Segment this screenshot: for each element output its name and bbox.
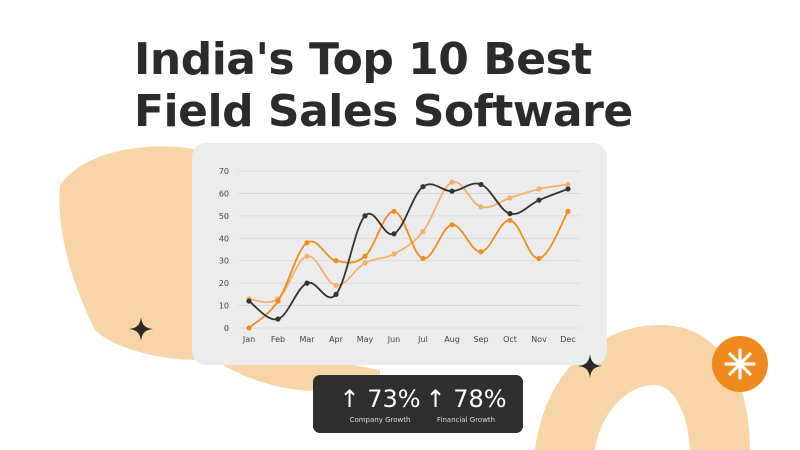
data-point — [304, 253, 310, 259]
up-arrow-icon: ↑ — [425, 385, 446, 413]
financial-growth-stat: ↑ 78% Financial Growth — [421, 385, 511, 425]
data-point — [449, 222, 455, 228]
data-point — [391, 208, 397, 214]
asterisk-badge — [712, 336, 768, 392]
data-point — [246, 325, 252, 331]
data-point — [478, 204, 484, 210]
x-tick-label: Sep — [473, 335, 488, 344]
stats-box: ↑ 73% Company Growth ↑ 78% Financial Gro… — [313, 375, 523, 433]
data-point — [536, 186, 542, 192]
background-loop-shape — [59, 146, 201, 360]
title-line-1: India's Top 10 Best — [134, 34, 592, 85]
x-tick-label: Aug — [444, 335, 460, 344]
data-point — [507, 217, 513, 223]
x-tick-label: Oct — [503, 335, 517, 344]
x-tick-label: Apr — [329, 335, 344, 344]
data-point — [362, 260, 368, 266]
company-growth-label: Company Growth — [349, 416, 411, 424]
y-tick-label: 10 — [219, 302, 229, 311]
x-tick-label: Nov — [531, 335, 547, 344]
series-line — [248, 182, 569, 321]
x-tick-label: Jun — [387, 335, 401, 344]
four-point-star-icon — [578, 354, 602, 378]
data-point — [420, 184, 426, 190]
page-title: India's Top 10 Best Field Sales Software — [134, 34, 633, 138]
y-tick-label: 50 — [219, 212, 229, 221]
data-point — [420, 255, 426, 262]
x-tick-label: Jan — [242, 335, 255, 344]
data-point — [507, 195, 513, 201]
x-tick-label: Dec — [560, 335, 575, 344]
y-tick-label: 0 — [224, 324, 229, 333]
x-tick-label: Feb — [271, 335, 285, 344]
data-point — [449, 188, 455, 194]
financial-growth-value: ↑ 78% — [425, 385, 507, 413]
x-tick-label: Mar — [299, 335, 315, 344]
data-point — [507, 211, 513, 217]
y-tick-label: 20 — [219, 279, 229, 288]
data-point — [304, 240, 310, 246]
data-point — [275, 298, 281, 304]
y-tick-label: 40 — [219, 234, 229, 243]
line-chart: 0 10 20 30 40 50 60 70 Jan Feb Mar Apr May Jun Jul Aug S… — [219, 167, 580, 344]
data-point — [420, 228, 426, 235]
data-point — [362, 213, 368, 219]
company-growth-value: ↑ 73% — [339, 385, 421, 413]
data-point — [333, 291, 339, 297]
data-point — [391, 231, 397, 237]
data-point — [275, 316, 281, 322]
data-point — [333, 282, 339, 288]
four-point-star-icon — [129, 317, 153, 341]
title-line-2: Field Sales Software — [134, 86, 633, 137]
financial-growth-label: Financial Growth — [436, 416, 496, 424]
data-point — [478, 181, 484, 188]
data-point — [449, 179, 455, 185]
data-point — [565, 181, 571, 188]
chart-card: 0 10 20 30 40 50 60 70 Jan Feb Mar Apr May Jun Jul Aug S… — [192, 143, 607, 365]
y-tick-label: 60 — [219, 189, 229, 198]
data-point — [391, 251, 397, 257]
data-point — [565, 186, 571, 192]
x-tick-label: May — [357, 335, 374, 344]
data-point — [246, 298, 252, 304]
data-point — [565, 208, 571, 214]
y-tick-label: 70 — [219, 167, 229, 176]
data-point — [362, 253, 368, 259]
data-point — [536, 197, 542, 203]
x-tick-label: Jul — [417, 335, 428, 344]
data-point — [478, 249, 484, 255]
series-line — [248, 210, 569, 329]
data-point — [333, 258, 339, 264]
company-growth-stat: ↑ 73% Company Growth — [335, 385, 425, 425]
data-point — [536, 255, 542, 262]
data-point — [304, 280, 310, 286]
series-line — [248, 180, 569, 304]
up-arrow-icon: ↑ — [339, 385, 360, 413]
y-tick-label: 30 — [219, 257, 229, 266]
asterisk-icon — [724, 348, 756, 380]
